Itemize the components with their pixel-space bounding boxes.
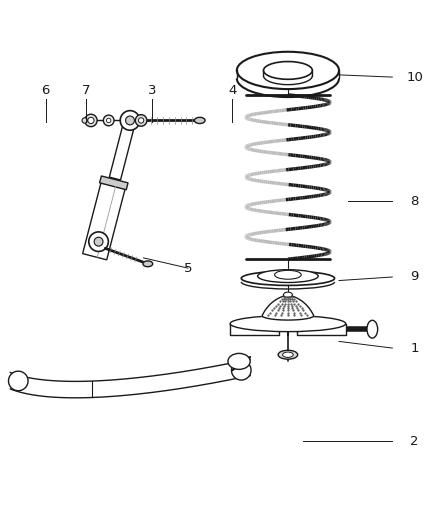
- Polygon shape: [230, 324, 346, 335]
- Polygon shape: [262, 295, 314, 320]
- Circle shape: [82, 118, 87, 123]
- Ellipse shape: [278, 350, 298, 359]
- Polygon shape: [110, 127, 134, 180]
- Ellipse shape: [257, 270, 318, 283]
- Circle shape: [135, 115, 147, 126]
- Circle shape: [126, 116, 135, 125]
- Ellipse shape: [241, 271, 334, 285]
- Text: 3: 3: [148, 84, 157, 97]
- Ellipse shape: [283, 352, 293, 357]
- Ellipse shape: [367, 320, 378, 338]
- Ellipse shape: [274, 270, 301, 279]
- Polygon shape: [100, 176, 128, 190]
- Ellipse shape: [263, 62, 312, 79]
- Ellipse shape: [283, 292, 292, 298]
- Text: 8: 8: [410, 195, 419, 208]
- Text: 1: 1: [410, 342, 419, 355]
- Text: 7: 7: [81, 84, 90, 97]
- Text: 5: 5: [184, 262, 192, 274]
- Polygon shape: [83, 182, 125, 260]
- Ellipse shape: [228, 354, 250, 370]
- Ellipse shape: [237, 52, 339, 89]
- Text: 4: 4: [228, 84, 236, 97]
- Circle shape: [84, 114, 97, 126]
- Circle shape: [8, 371, 28, 391]
- Text: 2: 2: [410, 435, 419, 448]
- Circle shape: [106, 118, 111, 123]
- Text: 10: 10: [406, 70, 423, 84]
- Circle shape: [103, 115, 114, 126]
- Text: 9: 9: [410, 270, 419, 284]
- Circle shape: [89, 232, 108, 251]
- Ellipse shape: [194, 117, 205, 123]
- Ellipse shape: [230, 316, 346, 332]
- Circle shape: [120, 111, 140, 130]
- Circle shape: [139, 118, 144, 123]
- Circle shape: [232, 360, 251, 380]
- Ellipse shape: [143, 261, 153, 267]
- Circle shape: [94, 237, 103, 246]
- Circle shape: [88, 117, 94, 123]
- Ellipse shape: [258, 314, 318, 324]
- Text: 6: 6: [42, 84, 50, 97]
